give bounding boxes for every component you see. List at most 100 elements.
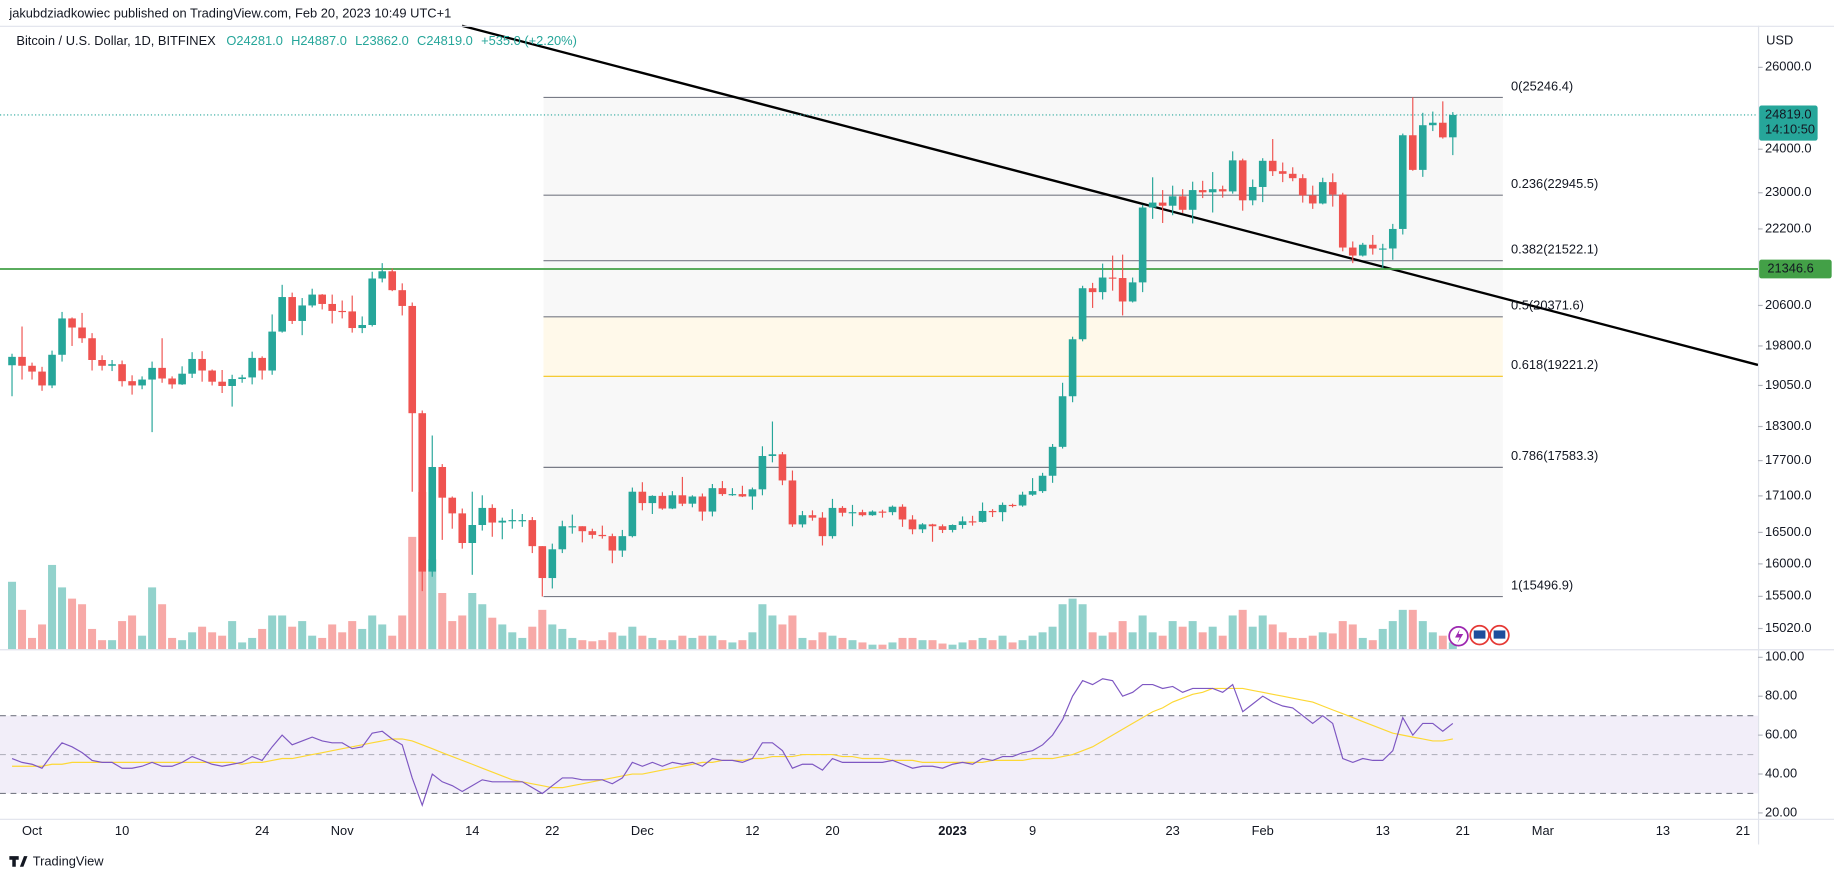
y-tick-label: 17100.0 bbox=[1765, 487, 1811, 502]
candle-body bbox=[368, 278, 377, 325]
candle-body bbox=[1068, 339, 1077, 397]
symbol: Bitcoin / U.S. Dollar, 1D, BITFINEX bbox=[16, 34, 216, 49]
volume-bar bbox=[1328, 633, 1337, 650]
candle-body bbox=[528, 520, 537, 547]
volume-bar bbox=[698, 635, 707, 650]
fib-zone bbox=[543, 97, 1503, 196]
volume-bar bbox=[978, 637, 987, 650]
trend-line bbox=[461, 24, 1759, 367]
volume-bar bbox=[1118, 621, 1127, 650]
volume-bar bbox=[368, 615, 377, 650]
candle-body bbox=[1288, 173, 1297, 179]
volume-bar bbox=[918, 640, 927, 650]
candle-body bbox=[1108, 277, 1117, 279]
axis-layer: 26000.0 24000.0 23000.0 22200.0 20600.0 19800… bbox=[22, 59, 1832, 838]
candle-body bbox=[228, 379, 236, 386]
candle-body bbox=[738, 494, 747, 497]
volume-bar bbox=[1388, 621, 1397, 650]
candle-body bbox=[1338, 194, 1347, 248]
volume-bar bbox=[218, 635, 227, 650]
volume-bar bbox=[928, 640, 937, 650]
candle-body bbox=[1218, 189, 1227, 192]
volume-bar bbox=[1348, 624, 1357, 650]
volume-bar bbox=[388, 635, 397, 650]
x-tick-label: 21 bbox=[1736, 823, 1750, 838]
brand-name: TradingView bbox=[33, 853, 104, 868]
event-icon bbox=[1455, 629, 1464, 644]
publish-header: jakubdziadkowiec published on TradingVie… bbox=[8, 5, 451, 20]
y-tick-label: 18300.0 bbox=[1765, 418, 1811, 433]
volume-bar bbox=[508, 632, 517, 650]
candle-body bbox=[588, 531, 597, 535]
y-tick-label: 19050.0 bbox=[1765, 377, 1811, 392]
volume-bar bbox=[588, 641, 597, 650]
volume-bar bbox=[308, 635, 317, 650]
candle-body bbox=[578, 526, 587, 532]
candle-body bbox=[1438, 122, 1447, 138]
candle-body bbox=[1258, 160, 1267, 187]
volume-bar bbox=[708, 635, 717, 650]
candle-body bbox=[478, 507, 487, 526]
candle-body bbox=[718, 488, 727, 495]
candle-body bbox=[1228, 160, 1237, 192]
fib-zone bbox=[543, 195, 1503, 261]
rsi-y-tick-label: 80.00 bbox=[1765, 688, 1797, 703]
candle-body bbox=[168, 378, 176, 385]
volume-bar bbox=[1098, 635, 1107, 650]
candle-body bbox=[918, 524, 927, 530]
volume-bar bbox=[198, 626, 207, 650]
volume-bar bbox=[888, 642, 897, 650]
volume-bar bbox=[408, 536, 417, 650]
volume-bar bbox=[1238, 609, 1247, 650]
volume-bar bbox=[138, 635, 147, 650]
volume-bar bbox=[648, 637, 657, 650]
volume-bar bbox=[298, 621, 307, 650]
volume-bar bbox=[498, 624, 507, 650]
volume-bar bbox=[28, 637, 37, 650]
x-tick-label: 2023 bbox=[938, 823, 967, 838]
candle-body bbox=[1138, 207, 1147, 283]
candle-body bbox=[1118, 278, 1127, 302]
candle-body bbox=[1078, 288, 1087, 340]
candle-body bbox=[908, 519, 917, 530]
volume-bar bbox=[348, 621, 357, 650]
candle-body bbox=[108, 364, 116, 366]
candle-body bbox=[1388, 228, 1397, 249]
countdown-label: 14:10:50 bbox=[1765, 121, 1815, 136]
volume-bar bbox=[578, 640, 587, 650]
volume-bar bbox=[108, 640, 117, 650]
candle-body bbox=[18, 356, 26, 366]
candle-body bbox=[1328, 182, 1337, 195]
volume-bar bbox=[278, 615, 287, 650]
candle-body bbox=[1168, 196, 1177, 206]
ohlc-low: L23862.0 bbox=[355, 34, 409, 49]
volume-bar bbox=[788, 615, 797, 650]
volume-bar bbox=[748, 632, 757, 650]
volume-bar bbox=[438, 593, 447, 650]
candle-body bbox=[218, 381, 226, 386]
volume-bar bbox=[1138, 615, 1147, 650]
volume-bar bbox=[238, 642, 247, 650]
event-icon bbox=[1493, 630, 1506, 639]
fib-label: 0.236(22945.5) bbox=[1511, 176, 1598, 191]
volume-bar bbox=[818, 632, 827, 650]
candle-body bbox=[878, 511, 887, 513]
candle-body bbox=[58, 318, 66, 355]
candle-body bbox=[698, 496, 707, 512]
candle-body bbox=[1418, 125, 1427, 170]
volume-bar bbox=[1448, 642, 1457, 650]
volume-bar bbox=[858, 642, 867, 650]
volume-bar bbox=[1008, 642, 1017, 650]
volume-bar bbox=[188, 632, 197, 650]
volume-bar bbox=[1158, 635, 1167, 650]
volume-bar bbox=[878, 644, 887, 650]
x-tick-label: Feb bbox=[1252, 823, 1274, 838]
candle-body bbox=[118, 364, 126, 382]
candle-body bbox=[1368, 244, 1377, 249]
logo-mark bbox=[9, 856, 28, 867]
candle-body bbox=[1208, 189, 1217, 193]
candle-body bbox=[828, 507, 837, 537]
volume-bar bbox=[258, 628, 267, 650]
volume-bar bbox=[1438, 635, 1447, 650]
volume-bar bbox=[318, 637, 327, 650]
